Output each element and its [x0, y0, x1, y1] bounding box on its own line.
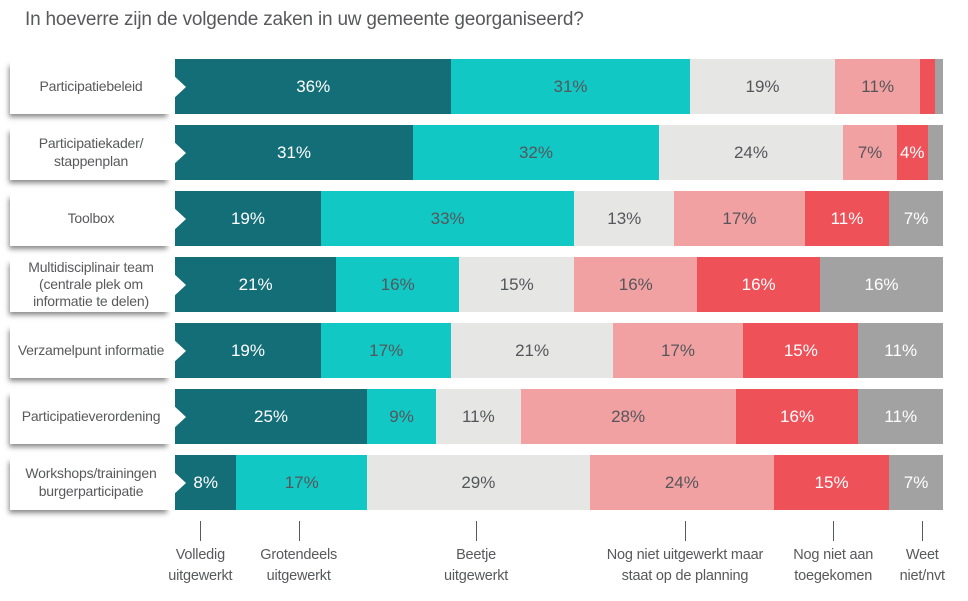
chart-row: Multidisciplinair team (centrale plek om… [10, 257, 943, 312]
row-label: Multidisciplinair team (centrale plek om… [10, 257, 172, 312]
bar-segment: 19% [175, 323, 321, 378]
bar-segment [927, 125, 943, 180]
bar-segment: 17% [674, 191, 805, 246]
legend-tick-line [922, 521, 924, 541]
legend-tick-line [476, 521, 478, 541]
legend-label: Nog niet aan toegekomen [793, 547, 874, 585]
row-label: Participatiebeleid [10, 59, 172, 114]
chart-rows: Participatiebeleid 36% 31% 19% 11% Participat… [0, 59, 968, 510]
bar-segment: 16% [697, 257, 821, 312]
bar-segment: 16% [820, 257, 943, 312]
bar-segment [935, 59, 943, 114]
bar-segment: 17% [612, 323, 744, 378]
bar-segment: 21% [175, 257, 337, 312]
stacked-bar: 31% 32% 24% 7% 4% [175, 125, 943, 180]
bar-segment: 24% [589, 455, 775, 510]
bar-segment: 13% [574, 191, 675, 246]
bar-segment: 31% [451, 59, 690, 114]
stacked-bar: 21% 16% 15% 16% 16% 16% [175, 257, 943, 312]
bar-segment: 11% [436, 389, 521, 444]
row-label: Workshops/trainingen burgerparticipatie [10, 455, 172, 510]
bar-segment: 15% [459, 257, 575, 312]
bar-segment: 33% [320, 191, 575, 246]
chart-row: Participatiekader/ stappenplan 31% 32% 24% 7… [10, 125, 943, 180]
bar-segment: 21% [451, 323, 613, 378]
bar-segment: 7% [889, 455, 943, 510]
bar-segment: 4% [896, 125, 928, 180]
bar-segment: 16% [336, 257, 460, 312]
bar-segment: 16% [574, 257, 698, 312]
bar-segment: 7% [889, 191, 943, 246]
bar-segment: 11% [835, 59, 920, 114]
bar-segment: 7% [843, 125, 897, 180]
bar-segment: 32% [413, 125, 659, 180]
chart-title: In hoeverre zijn de volgende zaken in uw… [25, 9, 584, 30]
bar-segment: 9% [367, 389, 437, 444]
legend-label: Volledig uitgewerkt [168, 547, 233, 585]
stacked-bar: 36% 31% 19% 11% [175, 59, 943, 114]
stacked-bar: 8% 17% 29% 24% 15% 7% [175, 455, 943, 510]
chart-row: Verzamelpunt informatie 19% 17% 21% 17% 15% 11… [10, 323, 943, 378]
bar-segment: 11% [804, 191, 890, 246]
bar-segment: 29% [366, 455, 590, 510]
chart-row: Toolbox 19% 33% 13% 17% 11% 7% [10, 191, 943, 246]
bar-segment: 19% [689, 59, 836, 114]
legend-label: Beetje uitgewerkt [444, 547, 509, 585]
bar-segment: 11% [858, 323, 943, 378]
bar-segment [919, 59, 936, 114]
stacked-bar: 19% 17% 21% 17% 15% 11% [175, 323, 943, 378]
chart-row: Workshops/trainingen burgerparticipatie 8… [10, 455, 943, 510]
bar-segment: 24% [658, 125, 844, 180]
bar-segment: 16% [735, 389, 859, 444]
legend-label: Grotendeels uitgewerkt [260, 547, 338, 585]
bar-segment: 15% [774, 455, 890, 510]
chart-row: Participatiebeleid 36% 31% 19% 11% [10, 59, 943, 114]
bar-segment: 28% [520, 389, 736, 444]
row-label: Participatiekader/ stappenplan [10, 125, 172, 180]
stacked-bar: 25% 9% 11% 28% 16% 11% [175, 389, 943, 444]
bar-segment: 17% [236, 455, 367, 510]
chart-row: Participatieverordening 25% 9% 11% 28% 16% 11% [10, 389, 943, 444]
stacked-bar: 19% 33% 13% 17% 11% 7% [175, 191, 943, 246]
bar-segment: 11% [858, 389, 943, 444]
row-label: Toolbox [10, 191, 172, 246]
bar-segment: 17% [320, 323, 452, 378]
bar-segment: 15% [743, 323, 859, 378]
chart-legend: Volledig uitgewerkt Grotendeels uitgewerk… [168, 521, 945, 601]
legend-tick-line [833, 521, 835, 541]
bar-segment: 25% [175, 389, 367, 444]
legend-label: Nog niet uitgewerkt maar staat op de pla… [606, 547, 764, 585]
bar-segment: 19% [175, 191, 321, 246]
legend-tick-line [684, 521, 686, 541]
row-label: Verzamelpunt informatie [10, 323, 172, 378]
bar-segment: 31% [175, 125, 414, 180]
bar-segment: 36% [175, 59, 452, 114]
legend-label: Weet niet/nvt [899, 547, 945, 585]
legend-tick-line [200, 521, 202, 541]
row-label: Participatieverordening [10, 389, 172, 444]
legend-tick-line [298, 521, 300, 541]
